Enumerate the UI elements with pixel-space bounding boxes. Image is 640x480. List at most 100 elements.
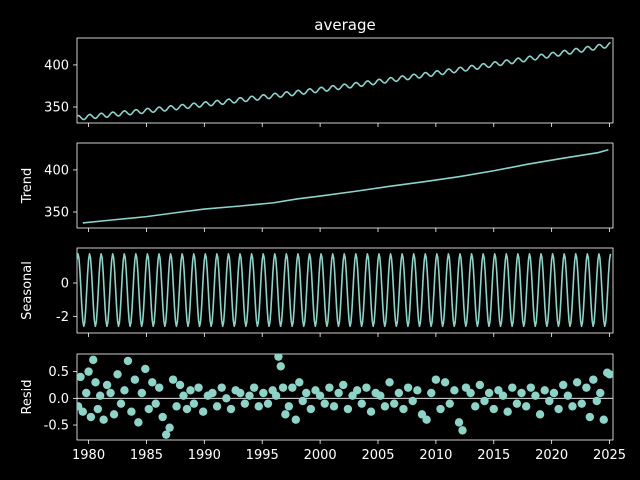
- resid-point: [306, 404, 316, 414]
- resid-point: [403, 383, 413, 392]
- resid-point: [194, 383, 203, 392]
- resid-point: [278, 383, 288, 392]
- resid-point: [431, 375, 441, 384]
- resid-point: [172, 402, 181, 411]
- resid-point: [263, 399, 273, 408]
- resid-point: [413, 386, 422, 395]
- resid-point: [325, 383, 334, 392]
- resid-point: [380, 402, 390, 411]
- y-tick-label: 350: [44, 206, 69, 221]
- y-tick-label: 400: [44, 58, 69, 73]
- resid-point: [189, 399, 199, 408]
- resid-point: [151, 399, 160, 408]
- resid-point: [113, 370, 122, 379]
- resid-point: [559, 380, 568, 390]
- resid-point: [276, 362, 285, 371]
- resid-point: [394, 388, 404, 398]
- resid-point: [274, 354, 283, 361]
- resid-point: [568, 402, 577, 411]
- resid-point: [466, 388, 475, 398]
- resid-point: [141, 364, 150, 374]
- panel-frame: [76, 142, 614, 229]
- resid-point: [179, 391, 188, 400]
- x-tick-label: 2020: [535, 448, 568, 463]
- y-tick-label: 0: [61, 277, 69, 292]
- resid-point: [526, 383, 536, 392]
- resid-point: [458, 426, 467, 435]
- resid-point: [168, 375, 178, 384]
- series-line: [82, 148, 609, 224]
- panel-2: Trend 350 400: [20, 142, 614, 232]
- resid-point: [585, 412, 595, 422]
- resid-point: [320, 399, 329, 408]
- resid-point: [450, 386, 459, 395]
- resid-point: [366, 407, 376, 416]
- resid-point: [281, 410, 290, 419]
- resid-point: [165, 423, 174, 432]
- resid-point: [236, 388, 245, 398]
- resid-point: [440, 378, 450, 387]
- x-tick-label: 1980: [72, 448, 105, 463]
- resid-point: [572, 378, 582, 387]
- resid-point: [554, 404, 563, 414]
- resid-point: [222, 394, 231, 403]
- resid-point: [120, 386, 129, 395]
- panel-frame: [76, 37, 614, 124]
- plot-area: [82, 148, 609, 224]
- resid-point: [329, 402, 339, 411]
- resid-point: [102, 380, 112, 390]
- resid-point: [295, 378, 304, 387]
- resid-point: [99, 415, 108, 424]
- resid-point: [82, 388, 91, 398]
- resid-point: [475, 380, 485, 390]
- panel-title: average: [314, 16, 375, 34]
- resid-point: [596, 388, 605, 398]
- resid-point: [385, 378, 394, 387]
- resid-point: [517, 388, 526, 398]
- resid-point: [599, 415, 608, 424]
- x-tick-label: 2005: [361, 448, 394, 463]
- resid-point: [134, 418, 143, 427]
- y-tick-label: 0.0: [48, 392, 69, 407]
- resid-point: [288, 383, 297, 392]
- resid-point: [592, 396, 601, 406]
- resid-point: [137, 388, 147, 398]
- resid-point: [144, 404, 153, 414]
- resid-point: [127, 407, 136, 416]
- resid-point: [408, 396, 417, 406]
- resid-point: [226, 404, 236, 414]
- resid-point: [535, 410, 545, 419]
- resid-point: [77, 372, 85, 382]
- resid-point: [545, 396, 554, 406]
- resid-point: [315, 391, 325, 400]
- resid-point: [589, 375, 598, 384]
- plot-area: [77, 253, 612, 328]
- resid-point: [427, 388, 436, 398]
- resid-point: [95, 391, 105, 400]
- resid-point: [302, 388, 311, 398]
- resid-point: [175, 380, 185, 390]
- resid-point: [352, 386, 362, 395]
- resid-point: [480, 396, 489, 406]
- resid-point: [454, 418, 464, 427]
- panel-frame: [76, 353, 614, 441]
- resid-point: [343, 404, 353, 414]
- resid-point: [186, 386, 195, 395]
- resid-point: [445, 399, 454, 408]
- resid-point: [422, 415, 431, 424]
- x-tick-label: 1995: [246, 448, 279, 463]
- resid-point: [182, 404, 192, 414]
- resid-point: [362, 383, 371, 392]
- resid-point: [217, 383, 226, 392]
- resid-point: [106, 388, 115, 398]
- resid-point: [521, 402, 531, 411]
- resid-point: [357, 399, 366, 408]
- x-tick-label: 2000: [304, 448, 337, 463]
- series-line: [77, 253, 612, 328]
- resid-point: [512, 399, 522, 408]
- y-tick-label: -2: [56, 310, 69, 325]
- resid-point: [484, 388, 494, 398]
- resid-point: [334, 388, 343, 398]
- resid-point: [240, 399, 250, 408]
- resid-point: [130, 375, 140, 384]
